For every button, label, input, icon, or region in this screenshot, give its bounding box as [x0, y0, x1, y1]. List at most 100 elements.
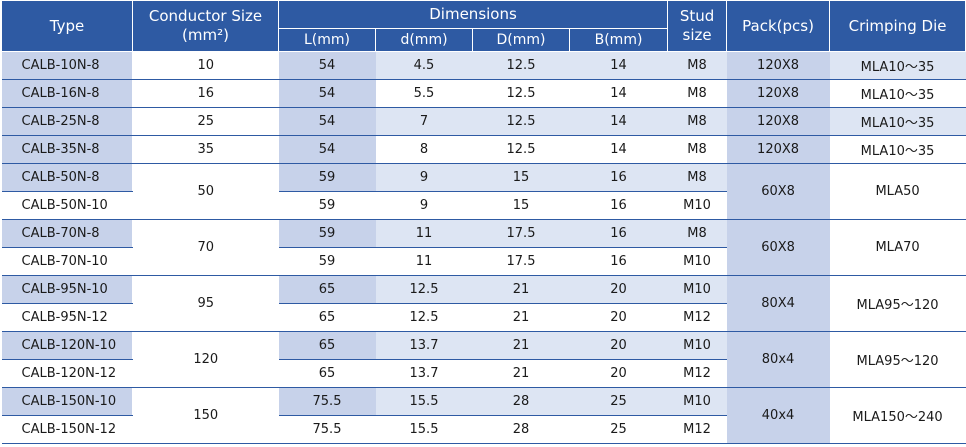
- cell-die: MLA10～35: [829, 79, 966, 108]
- cell-D: 12.5: [472, 79, 570, 108]
- cell-conductor-size: 35: [132, 135, 279, 164]
- cell-L: 54: [278, 135, 376, 164]
- cell-d: 13.7: [375, 331, 473, 360]
- cell-D: 12.5: [472, 135, 570, 164]
- cell-d: 13.7: [375, 359, 473, 388]
- table-row: CALB-16N-8 16 54 5.5 12.5 14 M8 120X8 ML…: [1, 79, 966, 108]
- cell-type: CALB-50N-10: [1, 191, 133, 220]
- cell-stud: M10: [667, 387, 727, 416]
- cell-d: 4.5: [375, 51, 473, 80]
- table-row: CALB-150N-12 75.5 15.5 28 25 M12: [1, 415, 966, 444]
- cell-B: 14: [569, 107, 668, 136]
- cell-B: 20: [569, 359, 668, 388]
- table-row: CALB-70N-10 59 11 17.5 16 M10: [1, 247, 966, 276]
- cell-stud: M8: [667, 107, 727, 136]
- cell-L: 54: [278, 79, 376, 108]
- cell-B: 20: [569, 303, 668, 332]
- header-crimping-die: Crimping Die: [829, 0, 966, 52]
- table-row: CALB-95N-12 65 12.5 21 20 M12: [1, 303, 966, 332]
- cell-L: 75.5: [278, 387, 376, 416]
- cell-d: 15.5: [375, 415, 473, 444]
- header-L: L(mm): [278, 28, 376, 52]
- cell-stud: M8: [667, 219, 727, 248]
- cell-L: 65: [278, 275, 376, 304]
- header-dimensions: Dimensions: [277, 0, 669, 29]
- table-row: CALB-50N-8 50 59 9 15 16 M8 60X8 MLA50: [1, 163, 966, 220]
- cell-B: 16: [569, 247, 668, 276]
- header-conductor-size-label: Conductor Size: [148, 7, 263, 25]
- table-row: CALB-25N-8 25 54 7 12.5 14 M8 120X8 MLA1…: [1, 107, 966, 136]
- table-body: CALB-10N-8 10 54 4.5 12.5 14 M8 120X8 ML…: [1, 51, 966, 444]
- cell-stud: M8: [667, 163, 727, 192]
- cell-L: 54: [278, 51, 376, 80]
- cell-type: CALB-50N-8: [1, 163, 133, 192]
- table-header: Type Conductor Size (mm²) Dimensions Stu…: [1, 0, 966, 52]
- cell-stud: M12: [667, 359, 727, 388]
- cell-die: MLA95～120: [829, 275, 966, 332]
- table-row: CALB-10N-8 10 54 4.5 12.5 14 M8 120X8 ML…: [1, 51, 966, 80]
- cell-pack: 80X4: [726, 275, 830, 332]
- cell-type: CALB-70N-10: [1, 247, 133, 276]
- cell-d: 15.5: [375, 387, 473, 416]
- cell-stud: M12: [667, 303, 727, 332]
- cell-D: 21: [472, 303, 570, 332]
- cell-D: 15: [472, 163, 570, 192]
- cell-stud: M8: [667, 135, 727, 164]
- cell-B: 16: [569, 219, 668, 248]
- cell-L: 65: [278, 331, 376, 360]
- cell-pack: 120X8: [726, 135, 830, 164]
- cell-pack: 60X8: [726, 219, 830, 276]
- cell-D: 15: [472, 191, 570, 220]
- cell-D: 21: [472, 275, 570, 304]
- cell-L: 59: [278, 191, 376, 220]
- cell-d: 9: [375, 163, 473, 192]
- cell-d: 11: [375, 219, 473, 248]
- cell-type: CALB-35N-8: [1, 135, 133, 164]
- cell-B: 20: [569, 331, 668, 360]
- cell-die: MLA10～35: [829, 107, 966, 136]
- table-row: CALB-150N-10 150 75.5 15.5 28 25 M10 40x…: [1, 387, 966, 444]
- table-row: CALB-70N-8 70 59 11 17.5 16 M8 60X8 MLA7…: [1, 219, 966, 276]
- header-d: d(mm): [375, 28, 473, 52]
- cell-d: 9: [375, 191, 473, 220]
- header-stud-size: Stud size: [667, 0, 728, 52]
- cell-type: CALB-95N-10: [1, 275, 133, 304]
- cell-D: 21: [472, 359, 570, 388]
- header-conductor-size: Conductor Size (mm²): [132, 0, 279, 52]
- cell-D: 17.5: [472, 219, 570, 248]
- cell-B: 20: [569, 275, 668, 304]
- table-row: CALB-35N-8 35 54 8 12.5 14 M8 120X8 MLA1…: [1, 135, 966, 164]
- cell-B: 16: [569, 163, 668, 192]
- cell-D: 17.5: [472, 247, 570, 276]
- cell-pack: 40x4: [726, 387, 830, 444]
- cell-pack: 120X8: [726, 51, 830, 80]
- cell-d: 12.5: [375, 303, 473, 332]
- cell-stud: M8: [667, 79, 727, 108]
- cell-die: MLA10～35: [829, 51, 966, 80]
- cell-d: 12.5: [375, 275, 473, 304]
- cell-die: MLA10～35: [829, 135, 966, 164]
- cell-pack: 120X8: [726, 79, 830, 108]
- cell-d: 8: [375, 135, 473, 164]
- cell-type: CALB-25N-8: [1, 107, 133, 136]
- cell-D: 12.5: [472, 107, 570, 136]
- header-D: D(mm): [472, 28, 570, 52]
- cell-D: 28: [472, 415, 570, 444]
- cell-type: CALB-70N-8: [1, 219, 133, 248]
- cell-stud: M12: [667, 415, 727, 444]
- cell-pack: 60X8: [726, 163, 830, 220]
- cell-conductor-size: 16: [132, 79, 279, 108]
- cell-B: 25: [569, 387, 668, 416]
- cell-die: MLA95～120: [829, 331, 966, 388]
- cell-pack: 120X8: [726, 107, 830, 136]
- cell-d: 7: [375, 107, 473, 136]
- header-B: B(mm): [568, 28, 669, 52]
- header-pack: Pack(pcs): [726, 0, 831, 52]
- cell-B: 14: [569, 51, 668, 80]
- cell-L: 75.5: [278, 415, 376, 444]
- cell-conductor-size: 150: [132, 387, 279, 444]
- cell-d: 5.5: [375, 79, 473, 108]
- cell-stud: M10: [667, 331, 727, 360]
- table-row: CALB-50N-10 59 9 15 16 M10: [1, 191, 966, 220]
